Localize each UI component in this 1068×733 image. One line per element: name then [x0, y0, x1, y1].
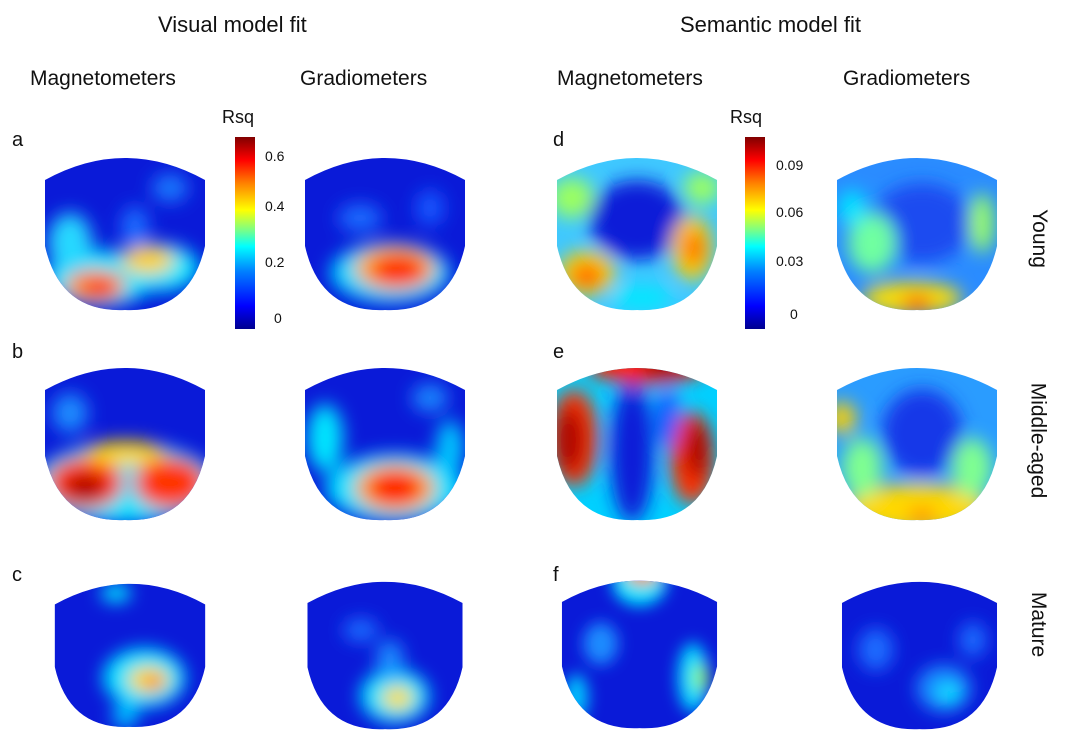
visual-section-title: Visual model fit [158, 12, 307, 37]
column-label-semantic-gradiometers: Gradiometers [843, 67, 971, 90]
colorbar-visual-title: Rsq [222, 107, 255, 127]
panel-letter-b: b [12, 341, 24, 363]
row-label-mature: Mature [1027, 591, 1051, 658]
colorbar-semantic-tick: 0.03 [776, 253, 804, 269]
row-label-young: Young [1027, 209, 1051, 268]
colorbar-semantic-tick: 0.06 [776, 204, 804, 220]
topomap-e-semantic-magnetometers-middle-aged [557, 368, 717, 521]
topomap-e-semantic-gradiometers-middle-aged [837, 368, 997, 521]
colorbar-semantic-tick: 0 [790, 306, 798, 322]
column-label-visual-gradiometers: Gradiometers [300, 67, 428, 90]
panel-letter-c: c [12, 564, 22, 586]
panel-letter-d: d [553, 129, 565, 151]
topomap-f-semantic-gradiometers-mature [841, 581, 998, 730]
colorbar-semantic [745, 137, 765, 329]
colorbar-visual-tick: 0 [274, 310, 282, 326]
topomap-d-semantic-magnetometers-young [557, 158, 717, 311]
topomap-d-semantic-gradiometers-young [837, 158, 997, 311]
row-label-middle-aged: Middle-aged [1026, 382, 1050, 499]
colorbar-semantic-tick: 0.09 [776, 157, 804, 173]
topomap-f-semantic-magnetometers-mature [561, 580, 718, 729]
colorbar-visual-tick: 0.2 [265, 254, 285, 270]
topomap-b-visual-gradiometers-middle-aged [305, 368, 465, 521]
topomap-a-visual-gradiometers-young [305, 158, 465, 311]
panel-letter-f: f [553, 564, 559, 586]
colorbar-visual-tick: 0.6 [265, 148, 285, 164]
colorbar-semantic-title: Rsq [730, 107, 763, 127]
column-label-semantic-magnetometers: Magnetometers [557, 67, 703, 90]
topomap-b-visual-magnetometers-middle-aged [45, 368, 205, 521]
panel-letter-e: e [553, 341, 565, 363]
column-label-visual-magnetometers: Magnetometers [30, 67, 176, 90]
topomap-a-visual-magnetometers-young [45, 158, 205, 311]
panel-letter-a: a [12, 129, 24, 151]
colorbar-visual-tick: 0.4 [265, 198, 285, 214]
topomap-c-visual-gradiometers-mature [307, 581, 463, 730]
semantic-section-title: Semantic model fit [680, 12, 861, 37]
colorbar-visual [235, 137, 255, 329]
topomap-c-visual-magnetometers-mature [54, 583, 206, 727]
